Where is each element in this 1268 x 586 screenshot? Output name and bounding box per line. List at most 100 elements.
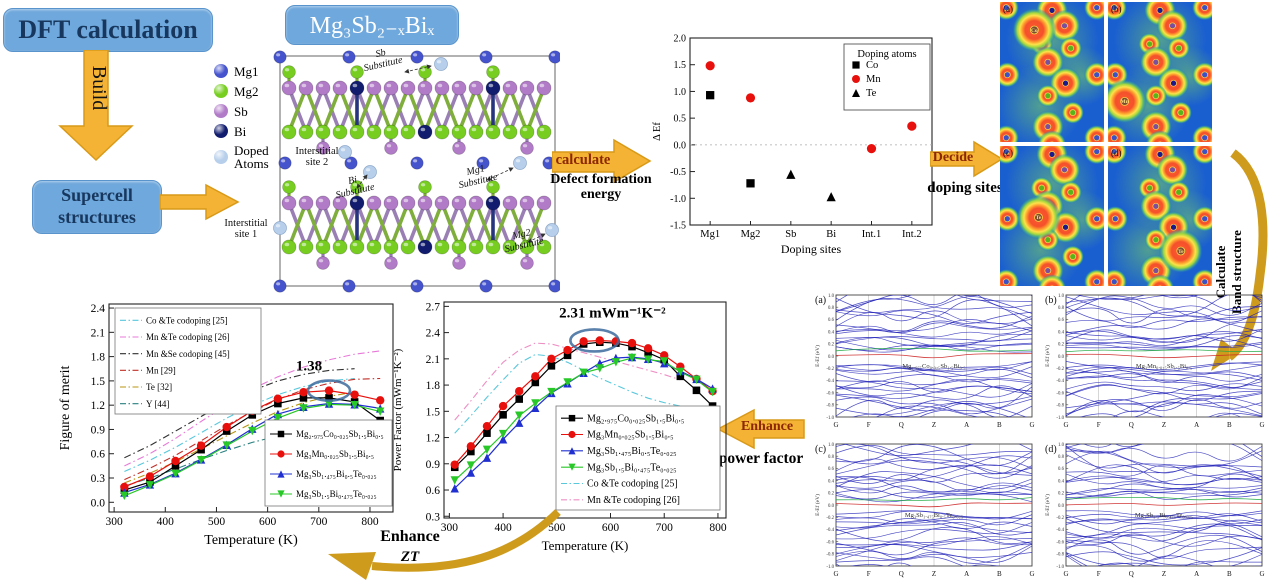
svg-text:Co &Te codoping [25]: Co &Te codoping [25] [146,316,228,326]
sb-label: Sb [234,103,248,119]
svg-text:0.6: 0.6 [828,318,835,323]
svg-text:Temperature (K): Temperature (K) [542,538,629,553]
svg-text:Te [32]: Te [32] [146,382,172,392]
power-factor-label: power factor [718,450,804,467]
defect-formation-energy-label: Defect formation energy [550,172,652,203]
crystal-structure-panel: Sb Substitute Interstitial site 2 Bi Substi… [224,47,562,300]
svg-text:Temperature (K): Temperature (K) [204,533,298,548]
svg-text:F: F [1097,570,1101,578]
svg-text:Mn: Mn [1121,99,1129,105]
svg-text:-0.2: -0.2 [1056,516,1064,521]
band-structure-panel-a: -1.0 -0.8 -0.6 -0.4 -0.2 0.0 0.2 0.4 0.6 0.8 1.0 G F… [814,294,1035,429]
svg-text:0.0: 0.0 [1058,504,1065,509]
svg-text:-1.0: -1.0 [826,565,834,570]
svg-text:E-Ef (eV): E-Ef (eV) [1044,345,1051,367]
svg-text:-0.4: -0.4 [1056,379,1064,384]
svg-text:300: 300 [105,516,123,528]
doped-atoms-sphere-icon [214,150,228,164]
svg-text:1.8: 1.8 [91,352,106,364]
svg-text:(c): (c) [1003,148,1013,158]
svg-text:E-Ef (eV): E-Ef (eV) [814,345,821,367]
defect-formation-chart: 2.0 1.5 1.0 0.5 0.0 -0.5 -1.0 -1.5 Mg1 Mg2 Sb Bi Int… [652,34,933,256]
svg-text:Bi: Bi [826,229,836,240]
svg-text:Mg₃Sb₁.₅Bi₀.₄₇₅Te₀.₀₂₅: Mg₃Sb₁.₅Bi₀.₄₇₅Te₀.₀₂₅ [1135,512,1193,519]
svg-text:Mg₂.₉₇₅Co₀.₀₂₅Sb₁.₅Bi₀.₅: Mg₂.₉₇₅Co₀.₀₂₅Sb₁.₅Bi₀.₅ [902,363,965,370]
svg-text:-0.6: -0.6 [826,540,834,545]
svg-text:Z: Z [932,421,936,429]
enhance-power-factor-arrow [716,408,805,450]
svg-text:Mg₃Sb₁.₄₇₅Bi₀.₅Te₀.₀₂₅: Mg₃Sb₁.₄₇₅Bi₀.₅Te₀.₀₂₅ [296,469,377,479]
svg-text:2.31 mWm⁻¹K⁻²: 2.31 mWm⁻¹K⁻² [559,305,666,321]
power-factor-chart: 0.3 0.6 0.9 1.2 1.5 1.8 2.1 2.4 2.7 300 400 500 600 7… [392,301,727,553]
formula-title: Mg₃Sb₂₋ₓBiₓ [309,12,435,39]
svg-text:1.8: 1.8 [426,380,441,392]
svg-text:-0.6: -0.6 [1056,391,1064,396]
svg-text:G: G [1259,570,1264,578]
svg-text:-1.0: -1.0 [670,194,686,205]
svg-text:Q: Q [1129,421,1134,429]
bi-label: Bi [234,123,247,139]
svg-text:Mg₃Sb₁.₅Bi₀.₄₇₅Te₀.₀₂₅: Mg₃Sb₁.₅Bi₀.₄₇₅Te₀.₀₂₅ [587,462,677,473]
svg-text:(d): (d) [1111,148,1122,158]
svg-text:2.1: 2.1 [426,354,441,366]
legend-item-mg1: Mg1 [214,64,276,78]
svg-text:Z: Z [1162,570,1166,578]
build-label: Build [88,65,110,111]
svg-text:-0.6: -0.6 [1056,540,1064,545]
svg-text:G: G [833,570,838,578]
svg-text:Te: Te [866,88,877,99]
calculate-label: calculate [555,152,611,168]
svg-text:Co: Co [866,60,878,71]
svg-text:-1.5: -1.5 [670,221,686,232]
svg-text:-0.8: -0.8 [1056,404,1064,409]
svg-text:1.0: 1.0 [1058,443,1065,448]
svg-text:Y [44]: Y [44] [146,399,169,409]
svg-text:-0.4: -0.4 [826,528,834,533]
svg-text:-0.2: -0.2 [826,516,834,521]
svg-text:0.2: 0.2 [1058,492,1065,497]
svg-text:Power Factor (mWm⁻¹K⁻²): Power Factor (mWm⁻¹K⁻²) [392,348,404,471]
svg-text:Mg₃Sb₁.₄₇₅Bi₀.₅Te₀.₀₂₅: Mg₃Sb₁.₄₇₅Bi₀.₅Te₀.₀₂₅ [587,446,677,457]
svg-text:Te: Te [1178,249,1184,255]
svg-text:-0.8: -0.8 [826,553,834,558]
bi-sphere-icon [214,124,228,138]
svg-text:A: A [1194,570,1199,578]
svg-text:600: 600 [602,522,620,534]
svg-text:700: 700 [310,516,328,528]
svg-text:(b): (b) [1111,4,1122,14]
svg-text:0.0: 0.0 [1058,355,1065,360]
svg-text:0.6: 0.6 [91,449,106,461]
svg-text:Co &Te codoping [25]: Co &Te codoping [25] [587,479,678,490]
svg-text:1.0: 1.0 [828,443,835,448]
svg-text:0.0: 0.0 [674,140,687,151]
svg-text:0.6: 0.6 [426,485,441,497]
legend-item-doped: Doped Atoms [214,144,276,170]
svg-text:700: 700 [656,522,674,534]
svg-text:0.4: 0.4 [828,330,835,335]
svg-text:2.1: 2.1 [91,327,106,339]
svg-text:0.8: 0.8 [1058,306,1065,311]
svg-text:0.4: 0.4 [1058,330,1065,335]
svg-text:2.0: 2.0 [674,34,687,45]
svg-text:(a): (a) [815,295,826,306]
band-structure-panel-b: -1.0 -0.8 -0.6 -0.4 -0.2 0.0 0.2 0.4 0.6 0.8 1.0 G F… [1044,294,1265,429]
svg-text:-0.4: -0.4 [826,379,834,384]
svg-text:500: 500 [208,516,226,528]
svg-text:-0.2: -0.2 [826,367,834,372]
svg-text:800: 800 [709,522,727,534]
svg-text:1.38: 1.38 [296,359,322,375]
enhance-pf-label: Enhance [740,419,794,434]
svg-text:1.5: 1.5 [674,60,687,71]
charge-density-panel-d: Te (d) [1108,146,1212,286]
supercell-structures-box: Supercell structures [32,180,162,234]
svg-text:A: A [964,570,969,578]
svg-text:G: G [1259,421,1264,429]
svg-text:-0.8: -0.8 [826,404,834,409]
svg-text:0.9: 0.9 [91,424,106,436]
svg-text:B: B [1227,421,1232,429]
svg-text:G: G [833,421,838,429]
svg-text:Int.1: Int.1 [862,229,882,240]
svg-text:300: 300 [441,522,459,534]
svg-text:0.4: 0.4 [828,479,835,484]
